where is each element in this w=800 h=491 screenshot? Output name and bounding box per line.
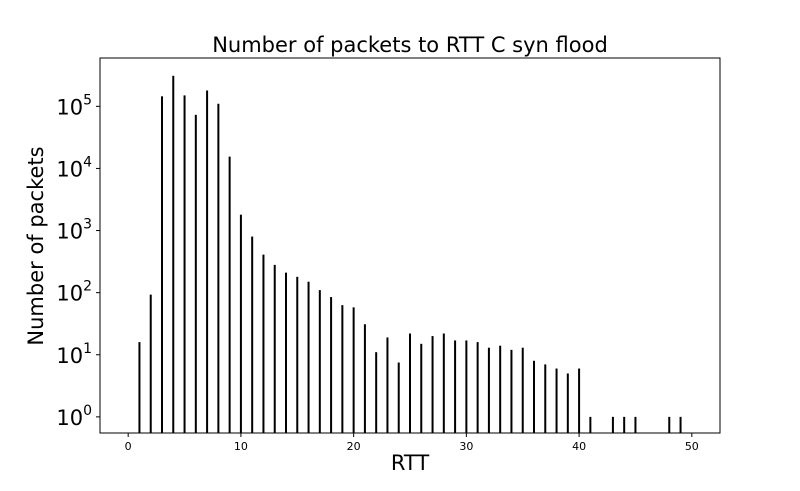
- y-tick-base: 10: [56, 282, 83, 306]
- x-axis-ticks: 0 10 20 30 40 50: [125, 433, 699, 453]
- bar: [375, 352, 378, 433]
- bar: [589, 416, 592, 433]
- bar: [307, 281, 310, 433]
- bar: [634, 416, 637, 433]
- bar: [442, 333, 445, 433]
- bar: [623, 416, 626, 433]
- bar: [533, 360, 535, 433]
- y-tick-base: 10: [56, 406, 83, 430]
- x-tick-label: 40: [572, 440, 586, 453]
- x-tick-label: 50: [685, 440, 699, 453]
- bar: [172, 75, 175, 433]
- bar: [454, 340, 457, 433]
- y-axis-label: Number of packets: [24, 146, 48, 345]
- bar: [397, 362, 400, 433]
- bar: [330, 297, 333, 433]
- x-tick-label: 10: [234, 440, 248, 453]
- x-axis-label: RTT: [391, 451, 430, 475]
- bar: [544, 364, 547, 433]
- y-tick-exponent: 1: [83, 341, 92, 357]
- bar: [341, 305, 344, 433]
- bar: [194, 114, 197, 433]
- bar: [285, 272, 287, 433]
- bar: [499, 345, 502, 433]
- x-tick-label: 0: [125, 440, 132, 453]
- bars-layer: [138, 75, 682, 433]
- bar: [409, 333, 411, 433]
- bar: [578, 368, 581, 433]
- bar: [465, 340, 468, 433]
- bar: [420, 343, 423, 433]
- y-tick-exponent: 4: [83, 154, 92, 170]
- y-tick-exponent: 0: [83, 403, 92, 419]
- bar: [668, 416, 671, 433]
- bar: [161, 96, 163, 433]
- y-tick-base: 10: [56, 344, 83, 368]
- bar: [138, 342, 141, 433]
- bar: [206, 90, 209, 433]
- bar: [363, 324, 366, 433]
- bar: [239, 214, 242, 433]
- bar: [386, 337, 389, 433]
- bar: [149, 294, 152, 433]
- bar: [431, 336, 434, 433]
- y-tick-base: 10: [56, 220, 83, 244]
- bar: [566, 373, 569, 433]
- y-tick-base: 10: [56, 95, 83, 119]
- y-tick-label: 102: [56, 279, 92, 306]
- y-tick-label: 105: [56, 92, 92, 119]
- bar: [352, 307, 355, 433]
- y-tick-label: 100: [56, 403, 92, 430]
- bar: [183, 95, 186, 433]
- chart-title: Number of packets to RTT C syn flood: [212, 33, 608, 57]
- bar: [217, 103, 220, 433]
- bar: [611, 416, 614, 433]
- plot-frame: [99, 57, 721, 434]
- y-tick-exponent: 5: [83, 92, 92, 108]
- bar: [251, 236, 254, 433]
- y-tick-exponent: 3: [83, 217, 92, 233]
- x-tick-label: 20: [347, 440, 361, 453]
- bar: [476, 342, 479, 433]
- bar: [318, 290, 321, 433]
- bar: [296, 276, 299, 433]
- y-tick-label: 104: [56, 154, 92, 181]
- bar: [228, 156, 231, 433]
- bar: [273, 264, 276, 433]
- y-tick-label: 103: [56, 217, 92, 244]
- y-tick-base: 10: [56, 157, 83, 181]
- y-tick-label: 101: [56, 341, 92, 368]
- bar: [487, 347, 490, 433]
- y-tick-exponent: 2: [83, 279, 92, 295]
- bar: [510, 349, 513, 433]
- bar: [555, 368, 558, 433]
- bar: [262, 254, 265, 433]
- bar: [521, 347, 524, 433]
- bar: [679, 416, 682, 433]
- x-tick-label: 30: [459, 440, 473, 453]
